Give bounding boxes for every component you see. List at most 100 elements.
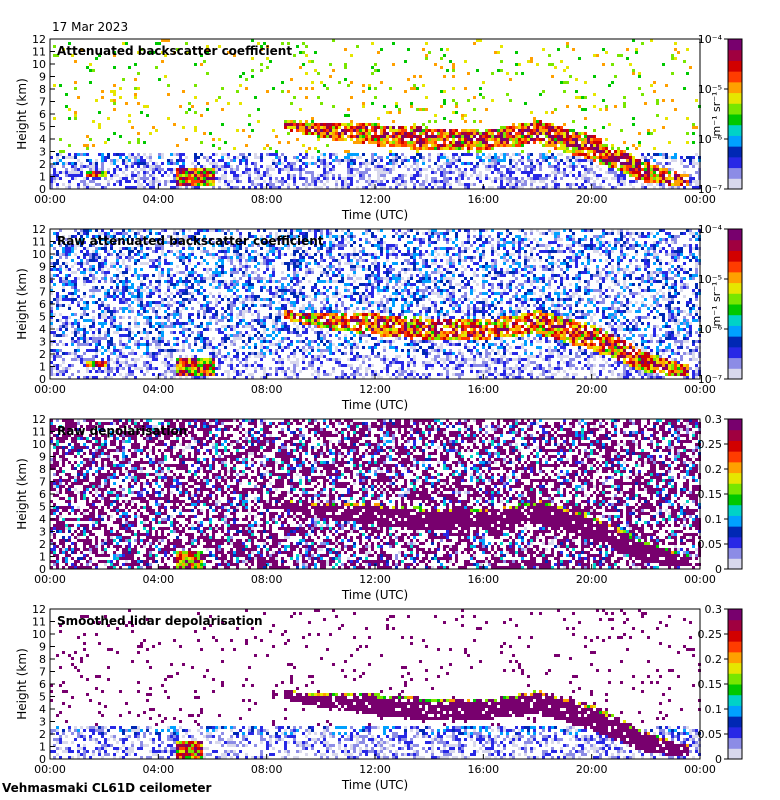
heatmap-cell xyxy=(71,322,74,325)
heatmap-cell xyxy=(95,364,98,367)
heatmap-cell xyxy=(572,135,575,138)
heatmap-cell xyxy=(134,274,137,277)
heatmap-cell xyxy=(419,183,422,186)
heatmap-cell xyxy=(416,108,419,111)
heatmap-cell xyxy=(125,162,128,165)
heatmap-cell xyxy=(92,177,95,180)
heatmap-cell xyxy=(479,135,482,138)
heatmap-cell xyxy=(356,138,359,141)
heatmap-cell xyxy=(506,144,509,147)
heatmap-cell xyxy=(419,171,422,174)
heatmap-cell xyxy=(368,162,371,165)
heatmap-cell xyxy=(83,165,86,168)
heatmap-cell xyxy=(602,162,605,165)
heatmap-cell xyxy=(404,132,407,135)
heatmap-cell xyxy=(53,171,56,174)
heatmap-cell xyxy=(629,63,632,66)
heatmap-cell xyxy=(65,171,68,174)
heatmap-cell xyxy=(434,114,437,117)
heatmap-cell xyxy=(533,168,536,171)
heatmap-cell xyxy=(257,168,260,171)
heatmap-cell xyxy=(575,183,578,186)
heatmap-cell xyxy=(551,63,554,66)
heatmap-cell xyxy=(140,292,143,295)
heatmap-cell xyxy=(590,135,593,138)
heatmap-cell xyxy=(347,108,350,111)
heatmap-cell xyxy=(434,147,437,150)
heatmap-cell xyxy=(131,286,134,289)
heatmap-cell xyxy=(95,355,98,358)
heatmap-cell xyxy=(92,253,95,256)
heatmap-cell xyxy=(86,174,89,177)
heatmap-cell xyxy=(68,180,71,183)
heatmap-cell xyxy=(377,171,380,174)
heatmap-cell xyxy=(224,174,227,177)
heatmap-cell xyxy=(110,159,113,162)
heatmap-cell xyxy=(65,105,68,108)
heatmap-cell xyxy=(278,180,281,183)
heatmap-cell xyxy=(521,129,524,132)
heatmap-cell xyxy=(86,364,89,367)
heatmap-cell xyxy=(101,370,104,373)
heatmap-cell xyxy=(632,171,635,174)
heatmap-cell xyxy=(410,132,413,135)
heatmap-cell xyxy=(545,183,548,186)
heatmap-cell xyxy=(92,331,95,334)
heatmap-cell xyxy=(350,162,353,165)
heatmap-cell xyxy=(683,60,686,63)
heatmap-cell xyxy=(503,174,506,177)
heatmap-cell xyxy=(122,355,125,358)
heatmap-cell xyxy=(167,93,170,96)
heatmap-cell xyxy=(143,177,146,180)
heatmap-cell xyxy=(578,171,581,174)
y-tick-label: 2 xyxy=(39,158,46,171)
heatmap-cell xyxy=(422,162,425,165)
heatmap-cell xyxy=(305,87,308,90)
heatmap-cell xyxy=(362,102,365,105)
heatmap-cell xyxy=(113,183,116,186)
heatmap-cell xyxy=(287,90,290,93)
heatmap-cell xyxy=(500,171,503,174)
heatmap-cell xyxy=(185,180,188,183)
heatmap-cell xyxy=(323,126,326,129)
heatmap-cell xyxy=(485,108,488,111)
heatmap-cell xyxy=(104,271,107,274)
heatmap-cell xyxy=(416,135,419,138)
heatmap-cell xyxy=(431,129,434,132)
heatmap-cell xyxy=(140,301,143,304)
heatmap-cell xyxy=(530,159,533,162)
heatmap-cell xyxy=(542,90,545,93)
heatmap-cell xyxy=(590,177,593,180)
heatmap-cell xyxy=(491,159,494,162)
heatmap-cell xyxy=(491,165,494,168)
heatmap-cell xyxy=(59,325,62,328)
heatmap-cell xyxy=(644,102,647,105)
heatmap-cell xyxy=(605,51,608,54)
heatmap-cell xyxy=(239,174,242,177)
heatmap-cell xyxy=(65,268,68,271)
heatmap-cell xyxy=(569,171,572,174)
heatmap-cell xyxy=(524,129,527,132)
heatmap-cell xyxy=(431,138,434,141)
heatmap-cell xyxy=(638,144,641,147)
heatmap-cell xyxy=(242,171,245,174)
heatmap-cell xyxy=(674,48,677,51)
heatmap-cell xyxy=(602,144,605,147)
heatmap-cell xyxy=(77,346,80,349)
heatmap-cell xyxy=(53,247,56,250)
heatmap-cell xyxy=(68,174,71,177)
heatmap-cell xyxy=(170,162,173,165)
heatmap-cell xyxy=(512,165,515,168)
heatmap-cell xyxy=(458,135,461,138)
heatmap-cell xyxy=(575,147,578,150)
heatmap-cell xyxy=(113,265,116,268)
heatmap-cell xyxy=(605,162,608,165)
heatmap-cell xyxy=(131,358,134,361)
heatmap-cell xyxy=(392,153,395,156)
heatmap-cell xyxy=(542,126,545,129)
heatmap-cell xyxy=(320,123,323,126)
heatmap-cell xyxy=(464,162,467,165)
heatmap-cell xyxy=(632,123,635,126)
heatmap-cell xyxy=(257,183,260,186)
heatmap-cell xyxy=(371,159,374,162)
